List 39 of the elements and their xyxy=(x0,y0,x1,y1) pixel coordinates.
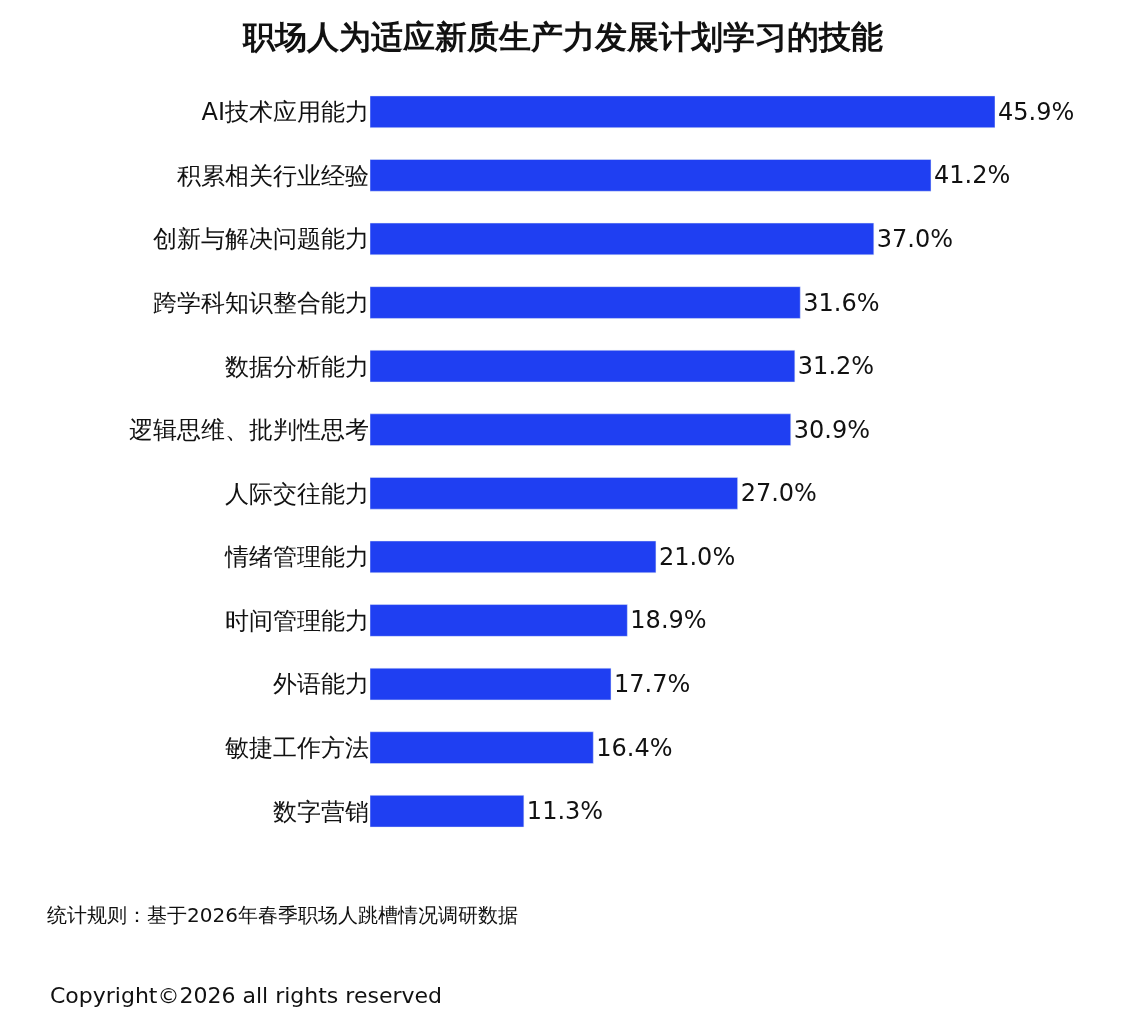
data-label: 31.6% xyxy=(803,288,880,317)
data-label: 17.7% xyxy=(614,670,691,699)
bar xyxy=(370,286,801,319)
data-label: 18.9% xyxy=(630,606,707,635)
bar xyxy=(370,604,628,637)
y-tick-label: 创新与解决问题能力 xyxy=(153,225,369,254)
y-tick-label: 数据分析能力 xyxy=(225,352,369,381)
y-tick-label: 数字营销 xyxy=(273,797,369,826)
bar xyxy=(370,95,995,128)
y-tick-label: AI技术应用能力 xyxy=(201,98,369,127)
data-label: 21.0% xyxy=(658,542,736,571)
bar xyxy=(370,222,875,256)
bar xyxy=(370,159,932,192)
y-tick-label: 逻辑思维、批判性思考 xyxy=(129,416,369,445)
bar xyxy=(370,795,525,828)
y-tick-label: 情绪管理能力 xyxy=(224,543,369,572)
bar xyxy=(370,413,791,446)
bar xyxy=(370,667,612,701)
y-tick-label: 时间管理能力 xyxy=(225,606,369,635)
data-label: 31.2% xyxy=(797,352,875,381)
data-label: 11.3% xyxy=(526,797,604,826)
data-label: 16.4% xyxy=(596,733,673,762)
y-tick-label: 人际交往能力 xyxy=(225,479,369,508)
bar xyxy=(370,477,738,510)
y-tick-label: 外语能力 xyxy=(273,670,369,699)
bar xyxy=(370,349,796,383)
text: 统计规则：基于2026年春季职场人跳槽情况调研数据 xyxy=(47,903,518,927)
y-tick-label: 敏捷工作方法 xyxy=(225,734,369,763)
bar xyxy=(370,731,594,764)
text: Copyright©2026 all rights reserved xyxy=(50,983,442,1008)
data-label: 37.0% xyxy=(876,224,954,253)
data-label: 27.0% xyxy=(740,479,817,508)
data-label: 45.9% xyxy=(998,97,1075,126)
data-label: 41.2% xyxy=(934,161,1011,190)
y-tick-label: 积累相关行业经验 xyxy=(177,161,369,190)
bar xyxy=(370,540,657,574)
y-tick-label: 跨学科知识整合能力 xyxy=(153,288,369,317)
data-label: 30.9% xyxy=(793,415,870,444)
chart-title: 职场人为适应新质生产力发展计划学习的技能 xyxy=(241,18,883,57)
